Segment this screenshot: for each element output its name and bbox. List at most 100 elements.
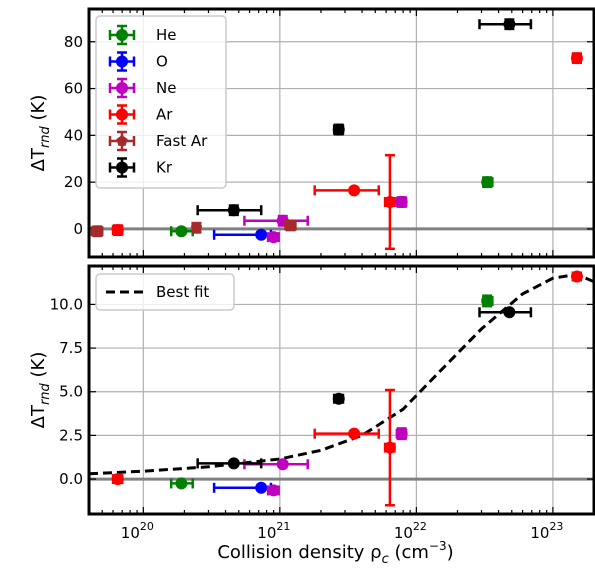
legend-box (95, 273, 235, 311)
marker-pentagon (190, 221, 203, 233)
marker-circle (383, 196, 396, 209)
x-tick-exp: 21 (276, 520, 290, 533)
x-label-sub: c (382, 552, 389, 567)
y-tick-label: 0 (73, 220, 83, 238)
data-point (169, 477, 194, 490)
x-tick-label: 1023 (530, 520, 563, 542)
data-point (570, 52, 583, 65)
legend-entry: O (108, 51, 168, 72)
marker-circle (395, 196, 408, 209)
marker-circle (570, 52, 583, 65)
series-he (169, 176, 494, 238)
x-axis-label: Collision density ρc (cm−3) (217, 539, 453, 567)
marker-circle (255, 481, 268, 494)
marker-circle (267, 231, 280, 244)
legend-box (95, 15, 227, 189)
marker-circle (175, 477, 188, 490)
series-kr (196, 306, 533, 470)
x-tick-label: 1021 (257, 520, 290, 542)
legend-entry: Fast Ar (108, 130, 208, 152)
data-point (111, 473, 124, 486)
series-o (212, 228, 273, 241)
data-point (332, 123, 345, 136)
data-point (284, 219, 297, 232)
data-point (570, 270, 583, 283)
data-point (169, 225, 194, 238)
data-layer (90, 18, 583, 251)
legend-label: Ar (156, 106, 173, 124)
legend-label: Ne (156, 79, 176, 97)
marker-circle (255, 228, 268, 241)
marker-circle (276, 458, 289, 471)
y-tick-label: 7.5 (59, 339, 83, 357)
legend-entry: Kr (108, 157, 173, 178)
y-axis-label: ΔTrnd (K) (28, 352, 53, 429)
legend-entry: Ar (108, 104, 173, 125)
marker-circle (332, 123, 345, 136)
legend-entry: Ne (108, 77, 176, 99)
y-tick-label: 10.0 (50, 295, 83, 313)
data-point (332, 392, 345, 405)
data-layer (89, 270, 594, 507)
series-o (212, 481, 273, 494)
y-axis-label: ΔTrnd (K) (28, 95, 53, 172)
x-tick-exp: 22 (413, 520, 427, 533)
data-point (478, 18, 533, 31)
data-point (212, 481, 273, 494)
x-tick-exp: 20 (140, 520, 154, 533)
marker-circle (227, 204, 240, 217)
series-ne (243, 427, 408, 497)
legend-label: Fast Ar (156, 132, 208, 150)
marker-circle (481, 176, 494, 189)
data-point (481, 294, 494, 308)
marker-circle (481, 294, 494, 307)
data-point (383, 153, 396, 251)
y-label-sub: rnd (38, 125, 53, 148)
x-tick-label: 1020 (121, 520, 154, 542)
legend-entry: He (108, 24, 177, 46)
data-point (266, 231, 280, 244)
x-tick-base: 10 (257, 524, 276, 542)
y-tick-label: 80 (64, 33, 83, 51)
marker-circle (227, 457, 240, 470)
legend-marker (116, 161, 128, 174)
series-kr (196, 18, 533, 217)
y-tick-label: 2.5 (59, 426, 83, 444)
data-point (196, 457, 263, 470)
x-tick-base: 10 (530, 524, 549, 542)
legend-marker (116, 82, 128, 94)
marker-circle (111, 224, 124, 237)
data-point (395, 427, 408, 441)
data-point (196, 204, 263, 217)
legend: He O Ne Ar Fast Ar Kr (95, 15, 227, 189)
data-point (395, 196, 408, 209)
series-he (169, 294, 494, 490)
legend-label: Best fit (156, 283, 209, 301)
marker-circle (395, 427, 408, 440)
y-tick-label: 40 (64, 126, 83, 144)
series-ar (111, 52, 583, 251)
x-tick-label: 1022 (394, 520, 427, 542)
marker-circle (503, 306, 516, 319)
y-tick-label: 60 (64, 80, 83, 98)
x-tick-base: 10 (394, 524, 413, 542)
x-label-base: Collision density ρ (217, 542, 381, 563)
legend-marker (116, 135, 128, 146)
legend-label: O (156, 53, 168, 71)
y-tick-label: 20 (64, 173, 83, 191)
marker-circle (111, 473, 124, 486)
marker-circle (175, 225, 188, 238)
marker-circle (570, 270, 583, 283)
y-label-unit: (K) (28, 352, 49, 384)
legend-marker (116, 29, 128, 41)
data-point (266, 484, 280, 497)
marker-circle (383, 441, 396, 454)
y-label-sub: rnd (38, 382, 53, 405)
y-label-base: ΔT (28, 147, 49, 171)
x-tick-base: 10 (121, 524, 140, 542)
marker-circle (332, 392, 345, 405)
series-ar (111, 270, 583, 507)
data-point (90, 225, 104, 238)
